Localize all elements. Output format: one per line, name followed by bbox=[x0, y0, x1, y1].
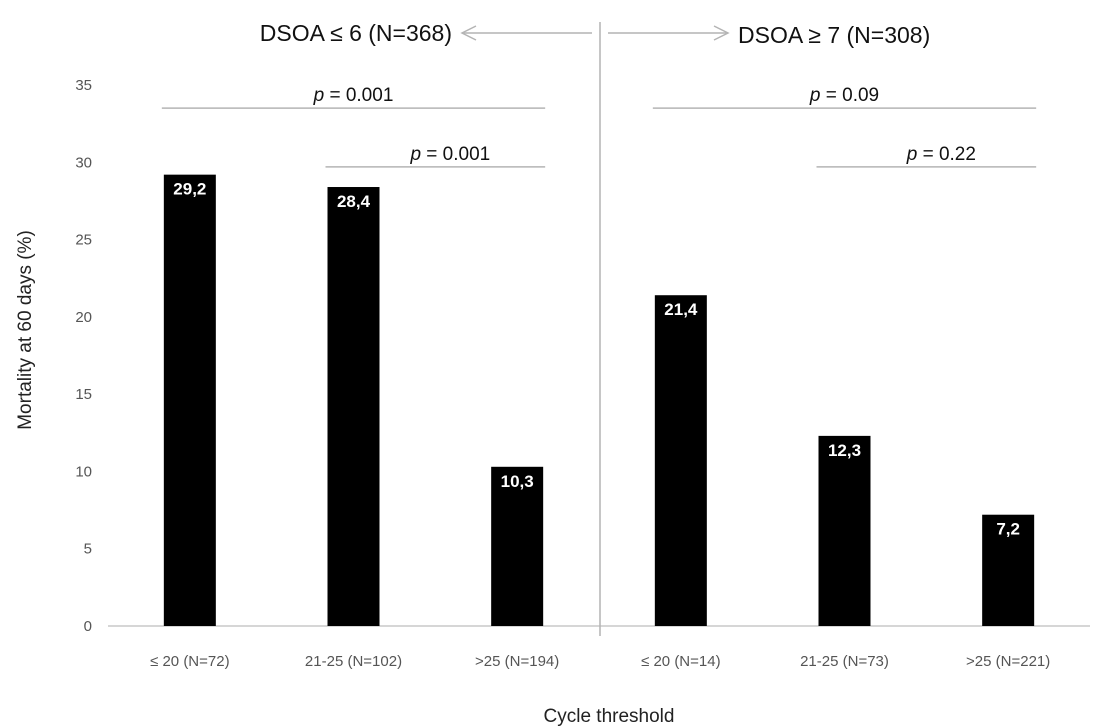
x-tick-label: ≤ 20 (N=72) bbox=[150, 653, 230, 670]
data-label: 28,4 bbox=[337, 192, 371, 211]
bar bbox=[654, 295, 707, 626]
p-value: = 0.22 bbox=[917, 144, 976, 165]
p-symbol: p bbox=[409, 144, 421, 165]
y-axis-title: Mortality at 60 days (%) bbox=[15, 230, 36, 430]
y-axis-ticks: 0 5 10 15 20 25 30 35 bbox=[75, 77, 92, 635]
p-value-label: p = 0.001 bbox=[409, 144, 490, 165]
p-value-label: p = 0.22 bbox=[906, 144, 976, 165]
data-label: 7,2 bbox=[996, 520, 1020, 539]
x-tick-label: >25 (N=221) bbox=[966, 653, 1050, 670]
p-value-label: p = 0.09 bbox=[809, 85, 879, 106]
p-value: = 0.09 bbox=[820, 85, 879, 106]
bar bbox=[327, 187, 380, 626]
x-tick-label: >25 (N=194) bbox=[475, 653, 559, 670]
data-label: 21,4 bbox=[664, 300, 698, 319]
p-value-label: p = 0.001 bbox=[313, 85, 394, 106]
p-symbol: p bbox=[809, 85, 821, 106]
p-value: = 0.001 bbox=[421, 144, 490, 165]
group-title-left: DSOA ≤ 6 (N=368) bbox=[260, 20, 452, 46]
y-tick-label: 15 bbox=[75, 386, 92, 403]
y-tick-label: 10 bbox=[75, 463, 92, 480]
p-symbol: p bbox=[906, 144, 918, 165]
bar bbox=[163, 174, 216, 626]
y-tick-label: 35 bbox=[75, 77, 92, 94]
left-arrowhead bbox=[460, 25, 477, 41]
y-tick-label: 5 bbox=[84, 541, 92, 558]
x-axis-title: Cycle threshold bbox=[544, 706, 675, 727]
right-arrowhead bbox=[713, 25, 730, 41]
data-label: 10,3 bbox=[501, 472, 534, 491]
x-tick-label: ≤ 20 (N=14) bbox=[641, 653, 721, 670]
x-axis-ticks: ≤ 20 (N=72) 21-25 (N=102) >25 (N=194) ≤ 20 … bbox=[150, 653, 1050, 670]
bar bbox=[491, 466, 544, 626]
y-tick-label: 25 bbox=[75, 232, 92, 249]
p-value: = 0.001 bbox=[324, 85, 393, 106]
data-label: 29,2 bbox=[173, 180, 206, 199]
group-titles: DSOA ≤ 6 (N=368) DSOA ≥ 7 (N=308) bbox=[260, 20, 930, 48]
data-label: 12,3 bbox=[828, 441, 861, 460]
group-title-right: DSOA ≥ 7 (N=308) bbox=[738, 22, 930, 48]
x-tick-label: 21-25 (N=102) bbox=[305, 653, 402, 670]
y-tick-label: 0 bbox=[84, 618, 92, 635]
bar bbox=[818, 435, 871, 626]
data-labels: 29,2 28,4 10,3 21,4 12,3 7,2 bbox=[173, 180, 1020, 539]
y-tick-label: 20 bbox=[75, 309, 92, 326]
y-tick-label: 30 bbox=[75, 154, 92, 171]
x-tick-label: 21-25 (N=73) bbox=[800, 653, 889, 670]
group-arrows bbox=[460, 25, 730, 41]
p-symbol: p bbox=[313, 85, 325, 106]
bars bbox=[163, 174, 1035, 626]
bar bbox=[982, 514, 1035, 626]
